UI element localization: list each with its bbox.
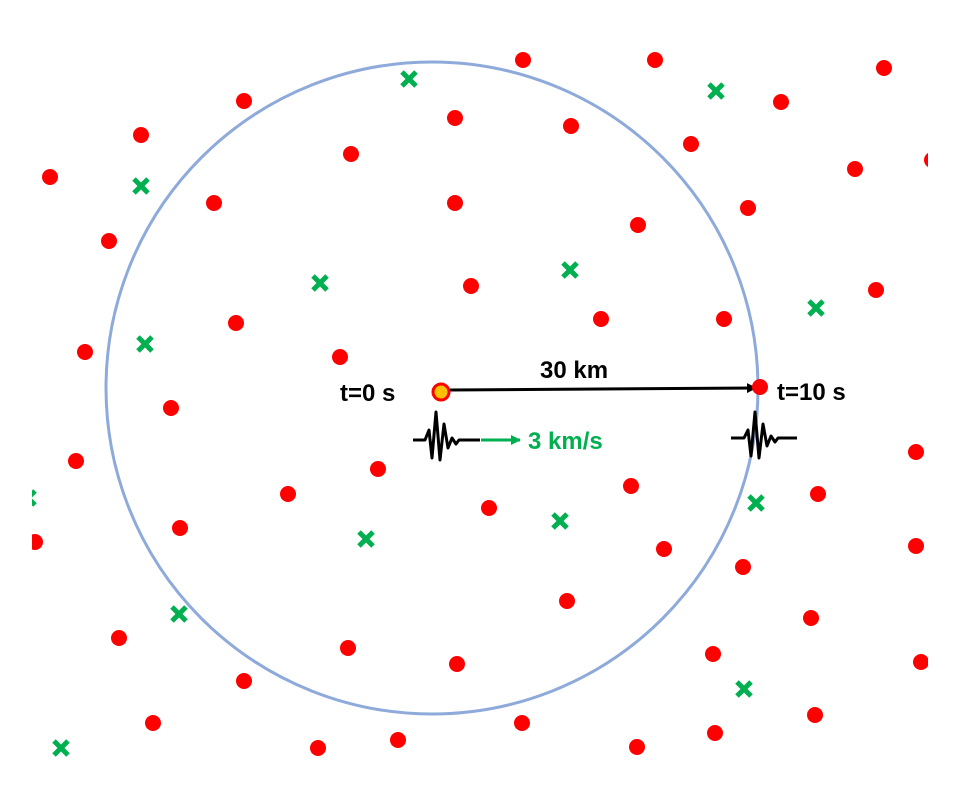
waveform-icon xyxy=(413,410,480,462)
cross-marker-icon xyxy=(400,70,418,88)
cross-marker-icon xyxy=(735,680,753,698)
station-dot xyxy=(32,534,43,550)
station-dot xyxy=(803,610,819,626)
station-dot xyxy=(740,200,756,216)
cross-markers xyxy=(32,70,825,757)
station-dot xyxy=(629,739,645,755)
cross-marker-icon xyxy=(551,512,569,530)
station-dot xyxy=(847,161,863,177)
cross-marker-icon xyxy=(707,82,725,100)
station-dot xyxy=(807,707,823,723)
station-dot xyxy=(705,646,721,662)
station-dot xyxy=(172,520,188,536)
station-dot xyxy=(707,725,723,741)
station-dot xyxy=(206,195,222,211)
station-dot xyxy=(332,349,348,365)
cross-marker-icon xyxy=(136,335,154,353)
station-dot xyxy=(463,278,479,294)
station-dot xyxy=(563,118,579,134)
station-dot xyxy=(145,715,161,731)
station-dots xyxy=(32,52,928,756)
distance-arrow xyxy=(449,383,757,394)
station-dot xyxy=(908,444,924,460)
station-dot xyxy=(236,673,252,689)
station-dot xyxy=(868,282,884,298)
station-dot xyxy=(68,453,84,469)
station-dot xyxy=(340,640,356,656)
station-dot xyxy=(447,110,463,126)
station-dot xyxy=(77,344,93,360)
station-dot xyxy=(630,217,646,233)
station-dot xyxy=(913,654,928,670)
station-dot xyxy=(42,169,58,185)
station-dot xyxy=(280,486,296,502)
station-dot xyxy=(236,93,252,109)
cross-marker-icon xyxy=(32,489,37,507)
receiver-dot xyxy=(752,379,768,395)
station-dot xyxy=(876,60,892,76)
station-dot xyxy=(924,153,928,167)
cross-marker-icon xyxy=(311,274,329,292)
station-dot xyxy=(716,311,732,327)
station-dot xyxy=(111,630,127,646)
cross-marker-icon xyxy=(52,739,70,757)
station-dot xyxy=(163,400,179,416)
waveform-icon-receiver xyxy=(731,410,797,460)
start-time-label: t=0 s xyxy=(340,380,395,407)
cross-marker-icon xyxy=(747,494,765,512)
cross-marker-icon xyxy=(807,299,825,317)
speed-label: 3 km/s xyxy=(528,428,603,455)
station-dot xyxy=(370,461,386,477)
station-dot xyxy=(449,656,465,672)
station-dot xyxy=(908,538,924,554)
station-dot xyxy=(810,486,826,502)
station-dot xyxy=(101,233,117,249)
station-dot xyxy=(683,136,699,152)
cross-marker-icon xyxy=(170,605,188,623)
station-dot xyxy=(481,500,497,516)
station-dot xyxy=(343,146,359,162)
distance-label: 30 km xyxy=(540,357,608,384)
epicenter-dot xyxy=(431,382,451,402)
cross-marker-icon xyxy=(357,530,375,548)
station-dot xyxy=(593,311,609,327)
station-dot xyxy=(228,315,244,331)
station-dot xyxy=(515,52,531,68)
station-dot xyxy=(390,732,406,748)
end-time-label: t=10 s xyxy=(777,379,846,406)
station-dot xyxy=(514,715,530,731)
station-dot xyxy=(133,127,149,143)
station-dot xyxy=(310,740,326,756)
station-dot xyxy=(773,94,789,110)
station-dot xyxy=(647,52,663,68)
cross-marker-icon xyxy=(132,177,150,195)
station-dot xyxy=(735,559,751,575)
station-dot xyxy=(447,195,463,211)
station-dot xyxy=(623,478,639,494)
station-dot xyxy=(656,541,672,557)
station-dot xyxy=(559,593,575,609)
cross-marker-icon xyxy=(561,261,579,279)
